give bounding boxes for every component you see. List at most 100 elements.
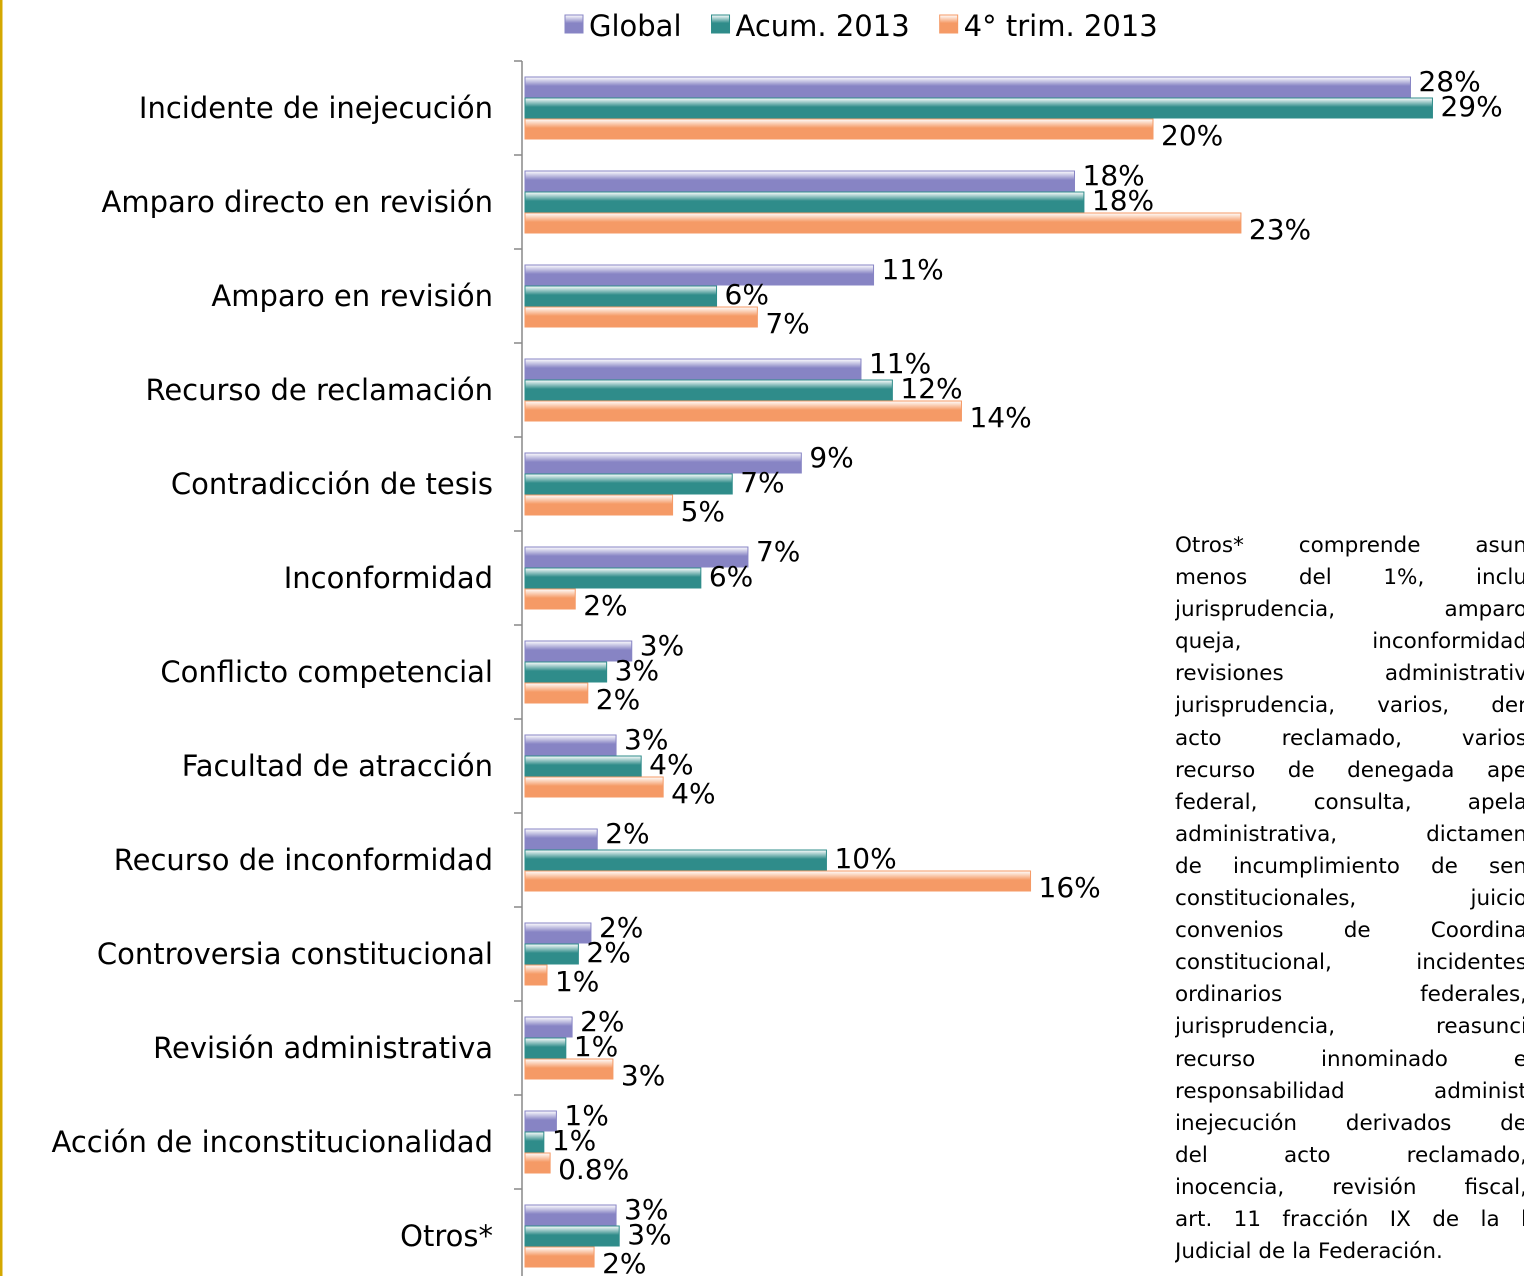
footnote-line: ordinarios federales, (1175, 982, 1524, 1008)
bar (524, 358, 862, 380)
bar (524, 1110, 557, 1132)
bar (524, 1225, 620, 1247)
bar (524, 212, 1242, 234)
bar (524, 682, 589, 704)
footnote-line: recurso innominado e (1175, 1046, 1524, 1072)
bar (524, 588, 576, 610)
footnote-line: jurisprudencia, reasunci (1175, 1014, 1524, 1040)
footnote-line: constitucionales, juicio (1175, 886, 1524, 912)
value-label: 0.8% (558, 1153, 629, 1186)
bar (524, 546, 749, 568)
value-label: 11% (882, 253, 944, 286)
value-label: 28% (1418, 65, 1480, 98)
bar (524, 170, 1075, 192)
bar (524, 379, 893, 401)
value-label: 3% (627, 1218, 671, 1251)
footnote-line: Otros* comprende asun (1175, 533, 1524, 558)
bar (524, 191, 1085, 213)
value-label: 18% (1092, 184, 1154, 217)
bar (524, 264, 875, 286)
bar (524, 828, 598, 850)
footnote-line: convenios de Coordina (1175, 918, 1524, 944)
value-label: 3% (621, 1059, 665, 1092)
value-label: 2% (583, 589, 627, 622)
value-label: 7% (756, 535, 800, 568)
category-label: Amparo en revisión (211, 279, 493, 313)
footnote-line: menos del 1%, inclu (1175, 565, 1524, 591)
footnote-line: acto reclamado, varios (1175, 725, 1524, 751)
category-label: Revisión administrativa (153, 1031, 493, 1065)
legend-label: Acum. 2013 (736, 9, 910, 43)
bar (524, 1058, 614, 1080)
value-label: 1% (574, 1030, 618, 1063)
footnote-line: inocencia, revisión fiscal, (1175, 1174, 1524, 1200)
category-label: Inconformidad (284, 561, 493, 595)
category-label: Contradicción de tesis (171, 467, 493, 501)
bar (524, 1037, 567, 1059)
bar (524, 776, 664, 798)
bar (524, 285, 718, 307)
bar (524, 1016, 573, 1038)
value-label: 4% (649, 748, 693, 781)
bar (524, 943, 579, 965)
bar (524, 1131, 545, 1153)
legend-swatch (939, 14, 959, 34)
value-label: 11% (869, 347, 931, 380)
value-label: 18% (1083, 159, 1145, 192)
category-label: Controversia constitucional (97, 937, 493, 971)
footnote-line: Judicial de la Federación. (1175, 1239, 1443, 1265)
bar (524, 870, 1032, 892)
value-label: 7% (740, 466, 784, 499)
value-label: 9% (809, 441, 853, 474)
category-label: Recurso de reclamación (145, 373, 493, 407)
legend-label: Global (589, 9, 682, 43)
value-label: 20% (1161, 119, 1223, 152)
category-label: Acción de inconstitucionalidad (52, 1125, 493, 1159)
bar (524, 494, 674, 516)
category-label: Otros* (400, 1219, 493, 1253)
value-label: 1% (555, 965, 599, 998)
category-label: Amparo directo en revisión (102, 185, 493, 219)
category-label: Incidente de inejecución (139, 91, 493, 125)
bar (524, 306, 758, 328)
bar (524, 452, 802, 474)
footnote-line: del acto reclamado, (1175, 1142, 1524, 1168)
value-label: 6% (709, 560, 753, 593)
footnote-line: art. 11 fracción IX de la l (1175, 1206, 1524, 1232)
footnote-line: jurisprudencia, varios, der (1175, 693, 1524, 719)
bar (524, 97, 1433, 119)
footnote-line: federal, consulta, apela (1175, 789, 1524, 815)
legend-label: 4° trim. 2013 (964, 9, 1158, 43)
footnote-line: responsabilidad administ (1175, 1078, 1524, 1104)
bar (524, 1246, 595, 1268)
value-label: 29% (1440, 90, 1502, 123)
footnote: Otros* comprende asun menos del 1%, inclu… (1175, 530, 1524, 1268)
value-label: 4% (671, 777, 715, 810)
bar (524, 734, 617, 756)
value-label: 3% (615, 654, 659, 687)
value-label: 2% (605, 817, 649, 850)
bar (524, 567, 702, 589)
value-label: 5% (681, 495, 725, 528)
category-label: Recurso de inconformidad (114, 843, 493, 877)
footnote-line: de incumplimiento de sen (1175, 853, 1524, 879)
value-label: 2% (580, 1005, 624, 1038)
bar (524, 118, 1154, 140)
value-label: 7% (765, 307, 809, 340)
footnote-line: jurisprudencia, amparo (1175, 597, 1524, 623)
legend-swatch (711, 14, 731, 34)
value-label: 3% (624, 723, 668, 756)
footnote-line: revisiones administrativ (1175, 661, 1524, 687)
footnote-line: administrativa, dictamen (1175, 821, 1524, 847)
bar (524, 964, 548, 986)
footnote-line: queja, inconformidad (1175, 629, 1524, 655)
bar (524, 1152, 551, 1174)
category-label: Facultad de atracción (182, 749, 493, 783)
bar (524, 473, 733, 495)
bar (524, 640, 633, 662)
footnote-line: recurso de denegada ape (1175, 757, 1524, 783)
value-label: 10% (834, 842, 896, 875)
bar (524, 922, 592, 944)
footnote-line: constitucional, incidentes (1175, 950, 1524, 976)
